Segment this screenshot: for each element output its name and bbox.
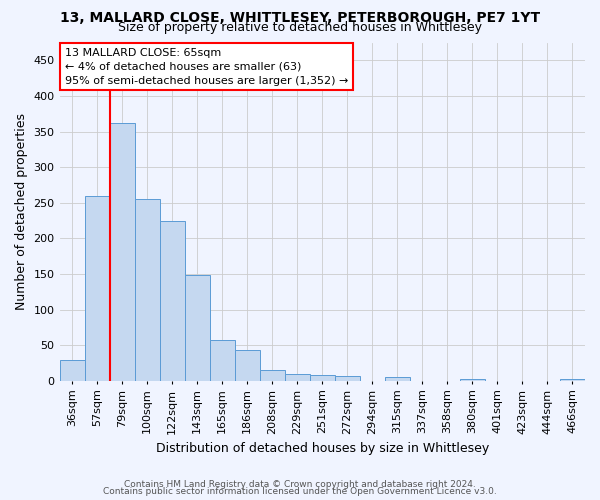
Text: Size of property relative to detached houses in Whittlesey: Size of property relative to detached ho…	[118, 22, 482, 35]
Bar	[260, 370, 285, 381]
Bar	[134, 199, 160, 381]
Bar	[209, 340, 235, 381]
Bar	[310, 375, 335, 381]
Bar	[110, 123, 134, 381]
Bar	[285, 374, 310, 381]
Bar	[460, 380, 485, 381]
X-axis label: Distribution of detached houses by size in Whittlesey: Distribution of detached houses by size …	[155, 442, 489, 455]
Y-axis label: Number of detached properties: Number of detached properties	[15, 113, 28, 310]
Bar	[560, 379, 585, 381]
Bar	[85, 196, 110, 381]
Text: Contains public sector information licensed under the Open Government Licence v3: Contains public sector information licen…	[103, 487, 497, 496]
Text: 13 MALLARD CLOSE: 65sqm
← 4% of detached houses are smaller (63)
95% of semi-det: 13 MALLARD CLOSE: 65sqm ← 4% of detached…	[65, 48, 348, 86]
Bar	[235, 350, 260, 381]
Bar	[385, 378, 410, 381]
Bar	[335, 376, 360, 381]
Text: Contains HM Land Registry data © Crown copyright and database right 2024.: Contains HM Land Registry data © Crown c…	[124, 480, 476, 489]
Bar	[160, 222, 185, 381]
Text: 13, MALLARD CLOSE, WHITTLESEY, PETERBOROUGH, PE7 1YT: 13, MALLARD CLOSE, WHITTLESEY, PETERBORO…	[60, 11, 540, 25]
Bar	[185, 276, 209, 381]
Bar	[59, 360, 85, 381]
